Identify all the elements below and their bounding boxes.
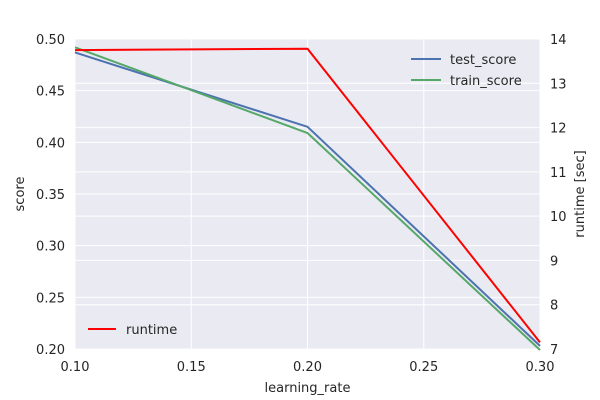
y-tick-label: 0.45 <box>36 85 65 100</box>
legend-label-runtime: runtime <box>126 323 177 338</box>
y2-tick-label: 13 <box>550 77 567 92</box>
y2-tick-label: 8 <box>550 299 558 314</box>
x-tick-label: 0.30 <box>526 360 555 375</box>
y-tick-label: 0.35 <box>36 188 65 203</box>
y2-axis-label: runtime [sec] <box>573 150 588 237</box>
y-tick-label: 0.20 <box>36 343 65 358</box>
y2-tick-label: 14 <box>550 33 567 48</box>
series-line-runtime <box>74 47 541 343</box>
y2-tick-label: 11 <box>550 166 567 181</box>
y-tick-label: 0.30 <box>36 240 65 255</box>
legend-label-train-score: train_score <box>450 74 522 89</box>
y2-tick-label: 10 <box>550 210 567 225</box>
y-tick-label: 0.40 <box>36 136 65 151</box>
tick-labels: 0.10 0.15 0.20 0.25 0.30 0.20 0.25 0.30 0.35 0.40… <box>36 33 567 375</box>
y2-tick-label: 12 <box>550 122 567 137</box>
legend-lower: runtime <box>88 323 177 338</box>
x-tick-label: 0.15 <box>177 360 206 375</box>
y-axis-label: score <box>13 177 28 212</box>
y-tick-label: 0.50 <box>36 33 65 48</box>
series-line-test-score <box>74 51 541 347</box>
x-tick-label: 0.10 <box>61 360 90 375</box>
series-lines <box>74 46 541 351</box>
y2-tick-label: 9 <box>550 254 558 269</box>
legend-label-test-score: test_score <box>450 53 516 68</box>
x-axis-label: learning_rate <box>265 381 351 396</box>
x-tick-label: 0.20 <box>293 360 322 375</box>
grid <box>74 38 541 350</box>
y-tick-label: 0.25 <box>36 291 65 306</box>
y2-tick-label: 7 <box>550 343 558 358</box>
series-line-train-score <box>74 46 541 351</box>
x-tick-label: 0.25 <box>409 360 438 375</box>
legend-upper: test_score train_score <box>411 53 522 89</box>
